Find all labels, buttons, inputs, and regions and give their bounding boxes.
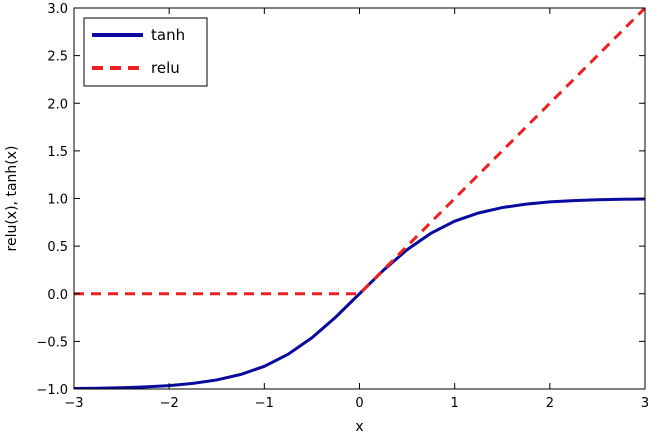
y-tick-label: −1.0: [36, 383, 68, 398]
y-tick-label: 0.5: [47, 240, 68, 255]
y-tick-label: 1.0: [47, 193, 68, 208]
ticks-layer: −3 −2 −1 0 1 2 3 −1.0 −0.5 0.0 0.5 1.0 1.5 2.0 2.5 3.0: [36, 2, 649, 411]
y-tick-label: 2.5: [47, 50, 68, 65]
x-tick-label: −3: [64, 396, 83, 411]
legend-label-tanh: tanh: [151, 26, 185, 44]
y-tick-label: 1.5: [47, 145, 68, 160]
x-tick-label: 3: [641, 396, 649, 411]
y-tick-label: 0.0: [47, 288, 68, 303]
y-tick-label: 3.0: [47, 2, 68, 17]
x-axis-label: x: [355, 419, 363, 434]
x-tick-label: 0: [355, 396, 363, 411]
y-tick-label: −0.5: [36, 335, 68, 350]
x-tick-label: 1: [451, 396, 459, 411]
legend-box: [83, 17, 208, 87]
legend-label-relu: relu: [151, 59, 180, 77]
y-tick-label: 2.0: [47, 97, 68, 112]
y-axis-label: relu(x), tanh(x): [4, 146, 20, 252]
x-tick-label: −1: [255, 396, 274, 411]
legend: tanh relu: [83, 17, 208, 87]
x-tick-label: −2: [160, 396, 179, 411]
x-tick-label: 2: [546, 396, 554, 411]
